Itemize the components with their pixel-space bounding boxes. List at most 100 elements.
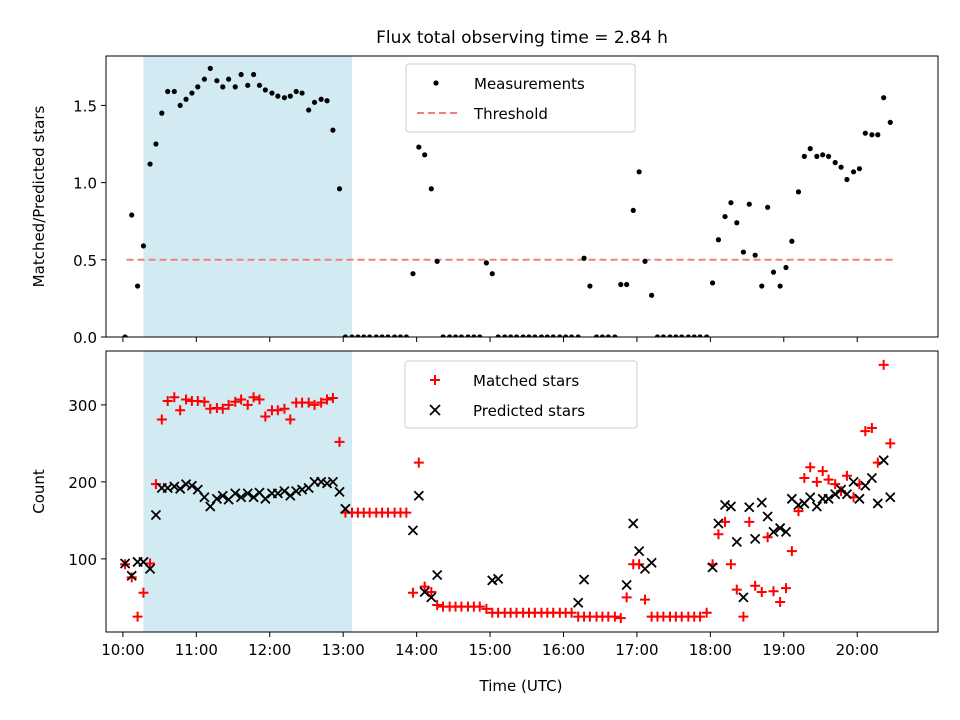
measurement-point [862,130,868,136]
matched-star-point [768,586,779,597]
y-tick-label: 1.5 [73,97,97,115]
measurement-point [568,334,575,337]
measurement-point [777,283,783,289]
measurement-point [709,280,716,286]
measurement-point [801,153,807,159]
matched-star-point [426,586,437,597]
predicted-star-point [744,502,755,513]
x-axis-label: Time (UTC) [479,677,563,695]
predicted-star-point [621,579,632,591]
measurement-point [238,71,244,78]
matched-star-point [401,507,412,518]
predicted-star-point [811,501,822,512]
measurement-point [251,71,257,78]
measurement-point [654,334,661,337]
matched-star-point [150,479,161,490]
matched-star-point [407,587,418,598]
predicted-star-point [793,499,804,511]
measurement-point [642,258,648,264]
measurement-point [887,119,893,125]
measurement-point [159,110,165,116]
measurement-point [789,238,795,244]
matched-star-point [805,462,816,473]
measurement-point [471,334,477,337]
measurement-point [838,164,844,170]
measurement-point [465,334,471,337]
measurement-point [881,95,887,101]
matched-star-point [830,479,841,490]
matched-star-point [169,392,180,403]
axes-frame [105,350,939,633]
x-tick-label: 17:00 [615,641,658,659]
predicted-star-point [707,562,718,573]
measurement-point [850,169,857,175]
measurement-point [783,264,789,271]
measurement-point [825,153,832,159]
matched-star-point [566,607,577,618]
y-axis-label: Matched/Predicted stars [30,106,48,288]
measurement-point [728,200,734,206]
legend-box [404,360,638,429]
matched-star-point [316,397,327,408]
measurement-point [189,90,195,96]
legend-label: Matched stars [473,372,579,390]
measurement-point [373,334,379,337]
measurement-point [458,334,465,337]
predicted-star-point [878,455,889,466]
x-tick-label: 13:00 [322,641,365,659]
measurement-point [262,87,268,93]
predicted-star-point [186,480,198,491]
x-tick-label: 20:00 [836,641,879,659]
measurement-point [311,99,318,105]
predicted-star-point [823,493,834,504]
x-tick-label: 16:00 [542,641,585,659]
measurement-point [287,93,293,99]
measurement-point [557,334,563,337]
x-tick-label: 10:00 [101,641,144,659]
predicted-star-point [413,490,424,501]
y-tick-label: 1.0 [73,175,97,193]
measurement-point [483,260,489,266]
measurement-point [379,334,385,337]
matched-star-point [609,611,620,622]
measurement-point [526,334,532,337]
matched-star-point [866,422,877,433]
predicted-star-point [119,558,131,569]
predicted-star-point [738,592,749,603]
measurement-point [820,152,826,158]
measurement-point [660,334,666,337]
measurement-point [575,334,581,337]
measurement-point [691,334,697,337]
x-tick-label: 11:00 [175,641,218,659]
measurement-point [183,96,189,102]
predicted-star-point [573,597,584,608]
measurement-point [220,84,226,90]
matched-star-point [199,396,210,407]
matched-star-point [132,611,143,622]
predicted-star-point [756,497,767,508]
predicted-star-point [768,526,779,538]
measurement-point [293,88,299,95]
predicted-star-point [885,492,896,503]
measurement-point [740,249,747,255]
measurement-point [770,269,777,275]
measurement-point [795,189,802,195]
matched-star-point [750,580,761,591]
matched-star-point [762,532,773,543]
measurement-point [177,102,183,109]
y-tick-label: 300 [68,397,97,415]
measurement-point [612,334,618,337]
predicted-star-point [144,563,156,575]
matched-star-point [285,414,296,425]
legend-marker-plus [430,375,440,385]
measurement-point [832,159,838,166]
predicted-star-point [230,488,241,499]
measurement-point [391,334,398,337]
measurement-point [538,334,545,337]
matched-star-point [260,411,271,422]
predicted-star-point [848,476,859,488]
matched-star-point [725,559,736,570]
matched-star-point [885,438,896,449]
matched-star-point [175,405,186,416]
matched-star-point [780,583,791,594]
